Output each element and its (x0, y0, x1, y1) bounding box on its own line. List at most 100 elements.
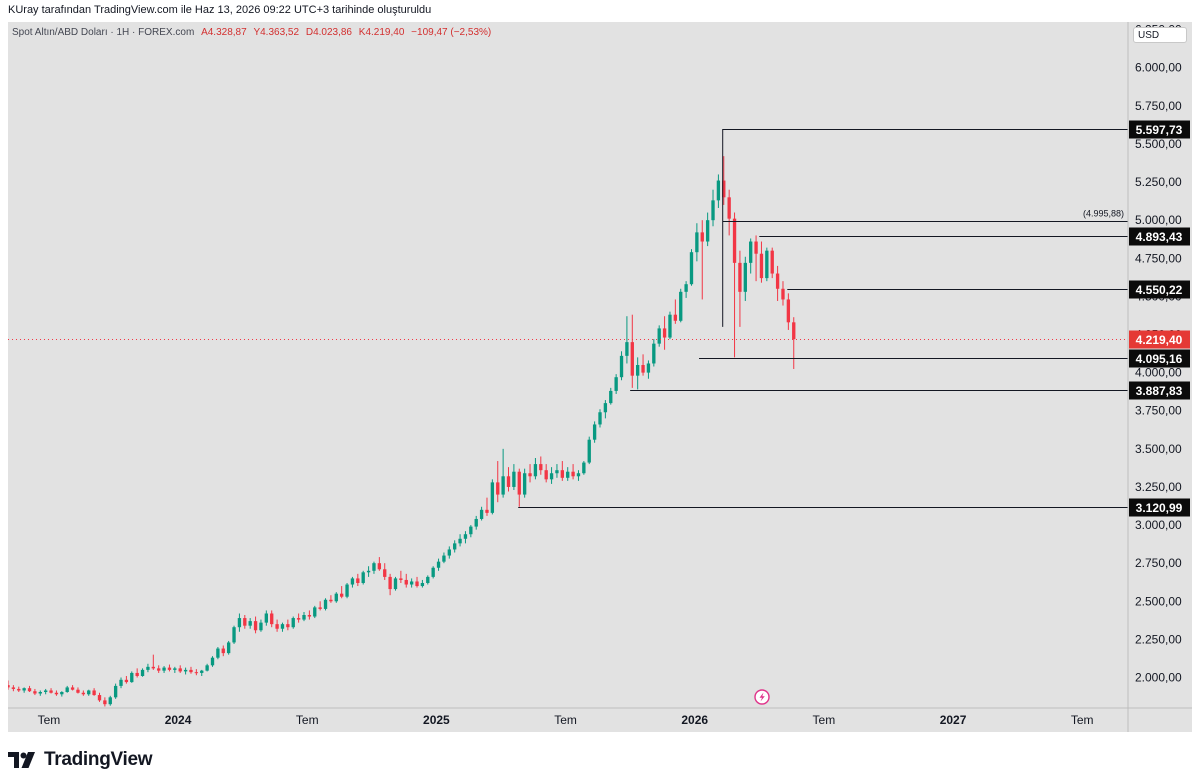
candle-body (646, 363, 651, 373)
candle (221, 645, 225, 657)
currency-button[interactable]: USD (1133, 27, 1187, 43)
price-tick-label: 3.250,00 (1135, 480, 1182, 494)
price-tick-label: 3.500,00 (1135, 442, 1182, 456)
candle (743, 256, 747, 301)
candle-body (431, 567, 435, 577)
candle (603, 400, 608, 419)
candle (49, 688, 53, 694)
candle (393, 576, 398, 591)
candle-body (377, 563, 382, 570)
candle (22, 687, 26, 693)
candle-body (738, 262, 742, 292)
candle (275, 619, 279, 632)
candle (533, 457, 538, 480)
price-tick-label: 3.750,00 (1135, 404, 1182, 418)
candle (722, 156, 726, 205)
candle (431, 566, 435, 579)
candle-body (775, 273, 780, 289)
candle (522, 468, 527, 498)
candle (286, 619, 290, 631)
candle-body (479, 509, 484, 519)
candle-body (506, 476, 511, 487)
candle (307, 610, 312, 620)
candle (619, 351, 624, 381)
candle-body (135, 672, 139, 676)
candle (609, 387, 613, 405)
candle-body (8, 685, 10, 688)
candle-body (566, 471, 570, 478)
candle-body (399, 578, 403, 580)
candle-body (22, 688, 26, 691)
candle-body (124, 679, 129, 683)
candle-body (11, 687, 16, 689)
candle (253, 616, 258, 634)
price-tick-label: 5.250,00 (1135, 175, 1182, 189)
candle-body (27, 688, 32, 692)
candle (361, 570, 365, 585)
candle (70, 685, 75, 691)
candle (636, 357, 640, 390)
candle-body (345, 584, 349, 597)
candle (259, 619, 263, 632)
candle-body (248, 621, 252, 626)
candle (732, 212, 737, 358)
candle (140, 668, 145, 677)
candle-body (582, 462, 586, 474)
candle (38, 690, 42, 696)
lightning-event-icon[interactable] (754, 689, 770, 705)
candle (453, 540, 457, 553)
candle (447, 546, 451, 559)
candle (598, 409, 602, 428)
candle-body (426, 576, 430, 583)
price-tick-label: 4.750,00 (1135, 251, 1182, 265)
candle-body (490, 482, 495, 513)
level-price-label: 4.095,16 (1129, 349, 1190, 368)
candle-body (630, 342, 634, 376)
candle-body (700, 232, 704, 242)
candle (302, 611, 306, 622)
brand-logo[interactable]: TradingView (8, 749, 153, 771)
level-label-background (1129, 280, 1190, 299)
chart-area[interactable]: (4.995,88) 6.250,006.000,005.750,005.500… (8, 22, 1192, 732)
candle (167, 664, 172, 672)
candle (517, 468, 521, 507)
candle (539, 456, 543, 475)
candle (296, 613, 301, 623)
time-tick-label: Tem (554, 713, 577, 727)
candle (65, 685, 69, 693)
candle-body (259, 622, 263, 631)
candle-body (695, 232, 699, 253)
candle-body (759, 253, 764, 279)
candle-body (350, 578, 355, 585)
candle (490, 479, 495, 515)
candle-body (636, 365, 640, 376)
candle-body (781, 288, 785, 300)
candle-body (200, 670, 204, 673)
candle (576, 470, 581, 481)
candle-body (361, 572, 365, 583)
candle (173, 666, 177, 673)
candle-body (388, 576, 392, 590)
time-tick-label: 2027 (940, 713, 967, 727)
ohlc-high: Y4.363,52 (253, 27, 300, 38)
candle (716, 174, 721, 208)
candle (765, 247, 769, 282)
symbol-name: Spot Altın/ABD Doları · 1H · FOREX.com (12, 27, 195, 38)
candle-body (81, 692, 86, 695)
candle-body (275, 624, 279, 629)
candle (479, 506, 484, 521)
candle-body (334, 593, 338, 602)
candle-body (140, 669, 145, 676)
candle-body (237, 618, 242, 628)
level-label-background (1129, 498, 1190, 517)
time-tick-label: Tem (1071, 713, 1094, 727)
candle-body (442, 555, 446, 562)
candle (560, 461, 564, 481)
price-chart[interactable]: (4.995,88) 6.250,006.000,005.750,005.500… (8, 22, 1192, 732)
candle-body (641, 365, 645, 373)
candle (183, 667, 188, 675)
brand-name: TradingView (44, 749, 153, 770)
level-annotation-label: (4.995,88) (1083, 209, 1124, 219)
candle-body (162, 667, 166, 671)
candle (415, 576, 419, 588)
